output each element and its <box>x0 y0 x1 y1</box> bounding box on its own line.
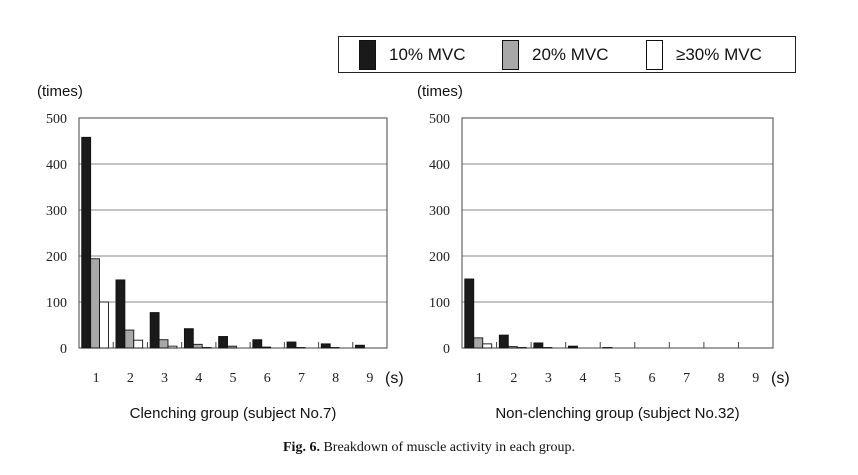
clenching-bar <box>167 345 178 349</box>
non-clenching-y-tick-label: 500 <box>429 112 450 127</box>
legend-label-20-mvc: 20% MVC <box>532 45 609 64</box>
clenching-x-tick-label: 4 <box>195 371 202 386</box>
clenching-bar <box>158 339 169 349</box>
clenching-bar <box>192 343 203 349</box>
clenching-bar <box>99 301 109 349</box>
non-clenching-x-tick-label: 7 <box>683 371 690 386</box>
non-clenching-bar <box>567 345 578 349</box>
non-clenching-bar <box>482 343 493 349</box>
clenching-x-tick-label: 2 <box>127 371 134 386</box>
non-clenching-x-tick-label: 9 <box>752 371 759 386</box>
clenching-x-unit-label: (s) <box>385 370 404 387</box>
non-clenching-x-tick-label: 6 <box>649 371 656 386</box>
non-clenching-x-tick-label: 1 <box>476 371 483 386</box>
clenching-bar <box>149 312 160 349</box>
figure-label: Fig. 6. <box>283 440 320 455</box>
clenching-x-tick-label: 9 <box>366 371 373 386</box>
non-clenching-bar <box>507 346 518 349</box>
clenching-bar <box>133 339 144 349</box>
non-clenching-bar <box>464 278 475 349</box>
non-clenching-x-tick-label: 8 <box>718 371 725 386</box>
non-clenching-x-tick-label: 3 <box>545 371 552 386</box>
clenching-bar <box>183 328 194 349</box>
legend-label-10-mvc: 10% MVC <box>389 45 466 64</box>
clenching-y-unit-label: (times) <box>37 83 83 100</box>
clenching-bar <box>227 345 237 349</box>
clenching-bar <box>115 279 126 349</box>
non-clenching-y-tick-label: 400 <box>429 158 450 173</box>
non-clenching-bar <box>473 337 484 349</box>
clenching-x-tick-label: 5 <box>230 371 237 386</box>
non-clenching-x-tick-label: 4 <box>579 371 586 386</box>
clenching-bar <box>355 344 365 349</box>
clenching-y-tick-label: 300 <box>46 204 67 219</box>
non-clenching-y-tick-label: 200 <box>429 250 450 265</box>
legend-swatch-30-mvc <box>646 40 663 70</box>
chart-legend: 10% MVC 20% MVC ≥30% MVC <box>338 36 796 73</box>
non-clenching-subtitle: Non-clenching group (subject No.32) <box>495 405 739 422</box>
legend-swatch-20-mvc <box>502 40 519 70</box>
non-clenching-x-tick-label: 2 <box>510 371 517 386</box>
figure-caption: Fig. 6. Breakdown of muscle activity in … <box>0 440 858 456</box>
clenching-subtitle: Clenching group (subject No.7) <box>130 405 337 422</box>
clenching-y-tick-label: 500 <box>46 112 67 127</box>
clenching-x-tick-label: 1 <box>93 371 100 386</box>
clenching-bar <box>252 339 263 349</box>
non-clenching-bar <box>533 342 544 349</box>
clenching-y-tick-label: 400 <box>46 158 67 173</box>
clenching-y-tick-label: 100 <box>46 296 67 311</box>
non-clenching-y-tick-label: 300 <box>429 204 450 219</box>
clenching-bar <box>124 329 135 349</box>
clenching-y-tick-label: 200 <box>46 250 67 265</box>
clenching-x-tick-label: 8 <box>332 371 339 386</box>
non-clenching-y-tick-label: 100 <box>429 296 450 311</box>
legend-swatch-10-mvc <box>359 40 376 70</box>
clenching-bar <box>286 341 297 349</box>
clenching-bar <box>81 136 92 349</box>
clenching-bar <box>320 343 331 349</box>
clenching-y-tick-label: 0 <box>60 342 67 357</box>
non-clenching-x-tick-label: 5 <box>614 371 621 386</box>
figure-caption-text: Breakdown of muscle activity in each gro… <box>323 440 575 455</box>
clenching-x-tick-label: 6 <box>264 371 271 386</box>
non-clenching-plot-frame <box>461 117 774 349</box>
non-clenching-bar <box>498 334 509 349</box>
non-clenching-x-unit-label: (s) <box>771 370 790 387</box>
clenching-bar <box>261 346 272 349</box>
clenching-bar <box>218 336 228 349</box>
non-clenching-y-tick-label: 0 <box>443 342 450 357</box>
non-clenching-y-unit-label: (times) <box>417 83 463 100</box>
clenching-x-tick-label: 3 <box>161 371 168 386</box>
clenching-x-tick-label: 7 <box>298 371 305 386</box>
legend-label-30-mvc: ≥30% MVC <box>676 45 762 64</box>
